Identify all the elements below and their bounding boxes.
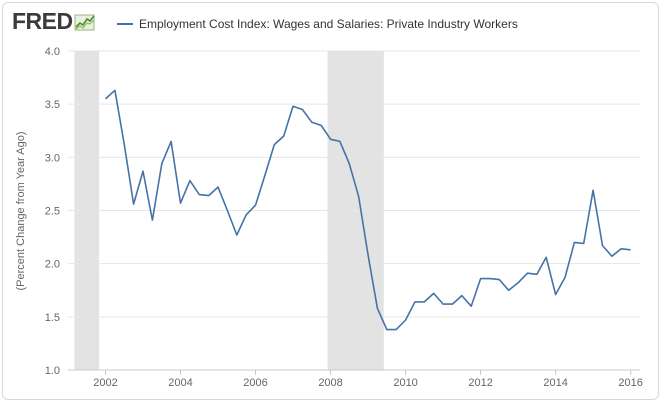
x-tick-label: 2016 — [618, 377, 642, 389]
x-tick-label: 2014 — [543, 377, 567, 389]
legend-label: Employment Cost Index: Wages and Salarie… — [139, 17, 518, 31]
x-tick-label: 2006 — [243, 377, 267, 389]
y-tick-label: 3.5 — [45, 99, 60, 111]
y-tick-label: 2.0 — [45, 259, 60, 271]
x-tick-label: 2008 — [318, 377, 342, 389]
legend-swatch — [117, 23, 133, 25]
legend[interactable]: Employment Cost Index: Wages and Salarie… — [117, 17, 518, 31]
y-tick-label: 1.5 — [45, 312, 60, 324]
y-axis-ticks: 1.0 1.5 2.0 2.5 3.0 3.5 4.0 — [45, 46, 60, 377]
fred-graph-icon — [74, 14, 95, 30]
x-tick-label: 2010 — [393, 377, 417, 389]
logo-text: FRED — [12, 8, 73, 34]
y-tick-label: 1.0 — [45, 365, 60, 377]
series-line — [104, 89, 631, 331]
y-tick-label: 3.0 — [45, 152, 60, 164]
series-layer — [104, 89, 631, 331]
y-tick-label: 2.5 — [45, 206, 60, 218]
x-tick-label: 2012 — [468, 377, 492, 389]
x-axis-ticks: 2002 2004 2006 2008 2010 2012 2014 2016 — [93, 370, 643, 389]
y-tick-label: 4.0 — [45, 46, 60, 58]
y-axis-label: (Percent Change from Year Ago) — [15, 132, 27, 291]
x-tick-label: 2004 — [168, 377, 192, 389]
gridlines — [68, 50, 640, 371]
fred-logo[interactable]: FRED — [12, 10, 96, 33]
x-tick-label: 2002 — [93, 377, 117, 389]
